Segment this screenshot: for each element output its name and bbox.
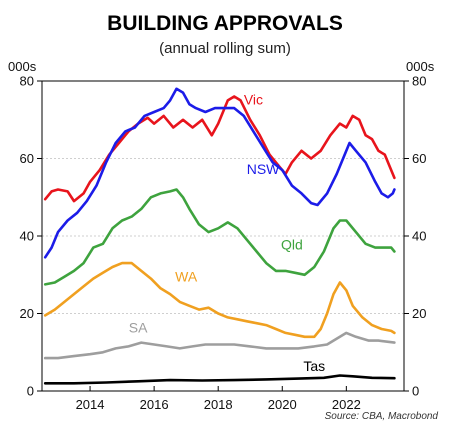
y-tick-label-right: 80 (412, 74, 426, 89)
x-tick-label: 2020 (268, 397, 297, 412)
series-line-tas (43, 374, 396, 385)
y-tick-label-left: 60 (20, 151, 34, 166)
gridlines (42, 158, 404, 314)
series-label-vic: Vic (244, 91, 263, 107)
series-label-nsw: NSW (247, 161, 280, 177)
x-axis-ticks: 2014 2016 2018 2020 2022 (76, 386, 361, 412)
series-line-wa (43, 261, 396, 339)
x-tick-label: 2022 (332, 397, 361, 412)
x-tick-label: 2014 (76, 397, 105, 412)
y-tick-label-right: 0 (412, 384, 419, 399)
y-tick-label-left: 0 (27, 384, 34, 399)
source-note: Source: CBA, Macrobond (325, 411, 439, 422)
x-tick-label: 2016 (140, 397, 169, 412)
y-unit-right: 000s (406, 59, 435, 74)
chart-title: BUILDING APPROVALS (107, 12, 343, 35)
series-line-vic (43, 95, 396, 203)
y-tick-label-left: 20 (20, 306, 34, 321)
y-tick-label-right: 20 (412, 306, 426, 321)
series-lines (43, 87, 396, 385)
x-tick-label: 2018 (204, 397, 233, 412)
y-tick-label-right: 60 (412, 151, 426, 166)
y-axis-ticks: 0 0 20 20 40 40 60 60 80 80 (20, 74, 427, 399)
series-labels: Vic NSW Qld WA SA Tas (129, 91, 325, 374)
series-label-wa: WA (175, 269, 198, 285)
y-unit-left: 000s (8, 59, 37, 74)
series-label-sa: SA (129, 319, 148, 335)
chart-subtitle: (annual rolling sum) (159, 40, 291, 57)
series-label-qld: Qld (281, 237, 303, 253)
series-label-tas: Tas (303, 358, 325, 374)
y-tick-label-left: 80 (20, 74, 34, 89)
series-line-nsw (43, 87, 396, 259)
series-line-sa (43, 331, 396, 360)
series-line-qld (43, 188, 396, 286)
y-tick-label-left: 40 (20, 229, 34, 244)
y-tick-label-right: 40 (412, 229, 426, 244)
